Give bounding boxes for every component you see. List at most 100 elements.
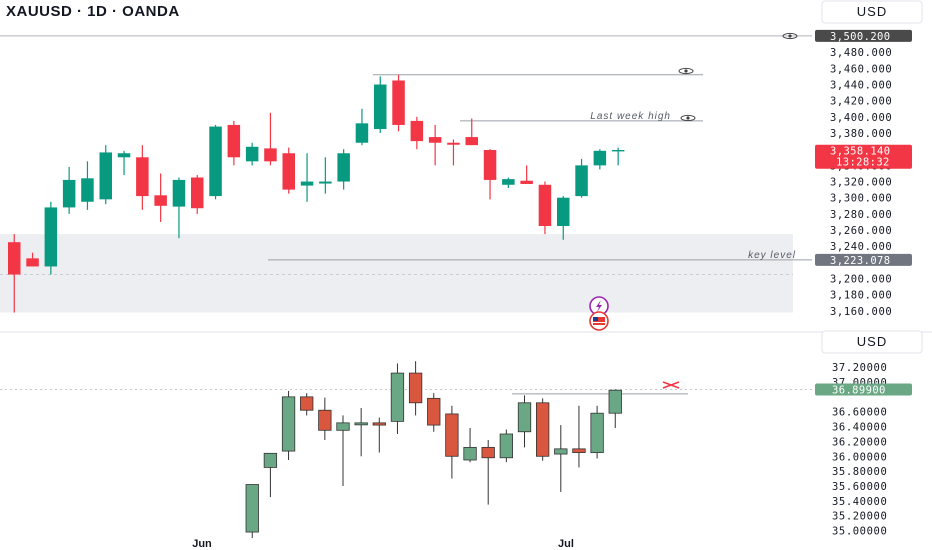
upper-horizontal-lines: Last week high key level — [0, 35, 812, 261]
candle-body — [191, 177, 204, 209]
candle-body — [557, 197, 570, 227]
upper-currency-button[interactable] — [821, 0, 923, 24]
candle-body — [26, 258, 39, 267]
price-label-badge — [815, 253, 912, 266]
x-tick-label: Jun — [192, 538, 212, 550]
candle — [44, 201, 58, 275]
candle-body — [318, 409, 332, 431]
candle — [337, 149, 350, 190]
flag-icon[interactable] — [589, 311, 609, 331]
candle-body — [517, 402, 532, 433]
eye-icon[interactable] — [680, 114, 696, 122]
candle-body — [536, 402, 550, 457]
candle-body — [8, 242, 21, 275]
y-tick-label: 36.20000 — [832, 436, 887, 448]
candle — [408, 361, 423, 416]
lower-candles — [245, 361, 622, 538]
candle — [117, 150, 131, 176]
upper-currency-label: USD — [857, 4, 887, 19]
candle-body — [227, 124, 241, 158]
y-tick-label: 3,380.000 — [830, 128, 892, 140]
candle — [502, 177, 515, 189]
candle-body — [264, 148, 277, 162]
candle-body — [282, 153, 295, 190]
y-tick-label: 3,480.000 — [830, 47, 892, 59]
candle-body — [427, 397, 441, 426]
candle — [590, 405, 604, 459]
y-tick-label: 3,200.000 — [830, 274, 892, 286]
candle — [300, 393, 314, 416]
candle — [374, 76, 387, 134]
candle — [447, 139, 460, 166]
candle-body — [136, 157, 149, 197]
y-tick-label: 36.40000 — [832, 422, 887, 434]
candle-body — [428, 137, 442, 143]
support-zone — [0, 234, 793, 313]
candle — [263, 452, 278, 498]
candle — [499, 429, 514, 463]
candle-body — [99, 152, 112, 200]
price-label-badge — [815, 29, 912, 42]
eye-icon[interactable] — [678, 67, 694, 75]
candle-body — [575, 165, 588, 197]
candle — [575, 158, 588, 198]
y-tick-label: 35.20000 — [832, 511, 887, 523]
candle — [172, 177, 186, 239]
y-tick-label: 35.40000 — [832, 496, 887, 508]
candle — [99, 145, 112, 205]
price-label-text: 3,358.140 — [830, 146, 891, 158]
y-tick-label: 3,320.000 — [830, 177, 892, 189]
candle — [481, 439, 495, 505]
candle — [463, 428, 477, 463]
candle-body — [117, 153, 131, 158]
candle — [608, 389, 622, 429]
candle-body — [62, 179, 76, 208]
candle-body — [520, 180, 533, 184]
candle — [372, 417, 386, 453]
line-label: key level — [748, 250, 796, 261]
candle — [336, 415, 350, 486]
eye-icon[interactable] — [782, 32, 798, 40]
candle-body — [154, 195, 167, 206]
y-tick-label: 36.60000 — [832, 407, 887, 419]
candle — [227, 120, 241, 166]
y-tick-label: 37.20000 — [832, 362, 887, 374]
candle — [318, 397, 332, 440]
candle — [8, 234, 21, 313]
candle-body — [465, 137, 478, 146]
candle — [355, 108, 369, 146]
lower-price-axis[interactable]: 37.2000037.0000036.6000036.4000036.20000… — [815, 362, 912, 538]
candle-body — [172, 179, 186, 207]
candle — [245, 142, 259, 166]
countdown-label: 13:28:32 — [836, 157, 890, 169]
chart-title: XAUUSD · 1D · OANDA — [6, 3, 180, 20]
candle-body — [372, 422, 386, 426]
candle-body — [608, 389, 622, 414]
candle — [62, 166, 76, 214]
lower-currency-button[interactable] — [821, 330, 923, 354]
lower-horizontal-lines — [0, 389, 812, 395]
candle-body — [502, 179, 515, 185]
candle-body — [445, 413, 459, 457]
y-tick-label: 35.60000 — [832, 481, 887, 493]
candle-body — [410, 120, 424, 142]
candle — [572, 405, 586, 468]
candle-body — [245, 146, 259, 162]
upper-price-axis[interactable]: 3,480.000 3,460.000 3,440.000 3,420.000 3,40… — [815, 29, 912, 318]
y-tick-label: 3,180.000 — [830, 290, 892, 302]
line-label: Last week high — [590, 111, 671, 122]
candle — [517, 395, 532, 448]
candle — [427, 393, 441, 432]
candle-body — [354, 422, 368, 426]
candle — [428, 124, 442, 166]
candle-body — [44, 207, 58, 267]
candle — [264, 112, 277, 166]
candle-body — [447, 142, 460, 145]
support-zone-rect — [0, 234, 793, 313]
y-tick-label: 3,460.000 — [830, 63, 892, 75]
candle-body — [336, 422, 350, 431]
candle — [445, 405, 459, 479]
price-label-text: 3,500.200 — [830, 31, 891, 43]
y-tick-label: 3,420.000 — [830, 96, 892, 108]
